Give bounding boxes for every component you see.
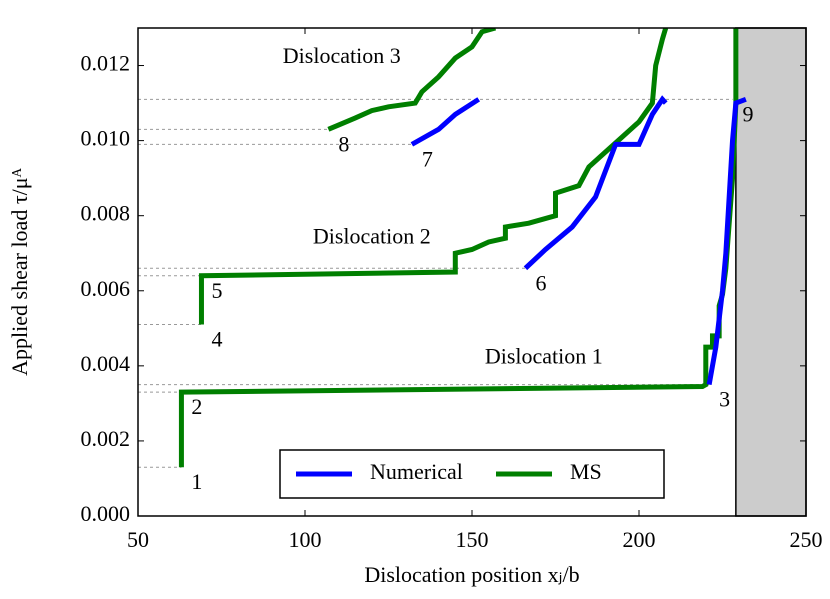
annotation-label: 7 [422,146,433,171]
y-tick-label: 0.004 [81,351,131,376]
annotation-label: 2 [191,394,202,419]
x-tick-label: 250 [790,527,823,552]
y-tick-label: 0.010 [81,126,131,151]
series-line [178,28,739,468]
annotation-label: 9 [743,101,754,126]
x-tick-label: 150 [456,527,489,552]
x-tick-label: 200 [623,527,656,552]
y-tick-label: 0.002 [81,426,131,451]
annotation-label: 4 [211,327,222,352]
series-line [410,95,747,386]
x-axis-title: Dislocation position xⱼ/b [364,562,579,587]
annotation-label: 8 [338,131,349,156]
annotation-text: Dislocation 1 [485,343,603,368]
annotation-label: 6 [535,270,546,295]
annotation-label: 5 [211,278,222,303]
y-tick-label: 0.006 [81,276,131,301]
annotation-label: 1 [191,469,202,494]
y-tick-label: 0.000 [81,501,131,526]
y-tick-label: 0.008 [81,201,131,226]
legend-label: MS [570,459,602,484]
annotation-text: Dislocation 3 [283,43,401,68]
annotation-text: Dislocation 2 [313,223,431,248]
shaded-region [735,27,807,517]
annotation-label: 3 [719,387,730,412]
y-axis-title: Applied shear load τ/μᴬ [7,167,32,375]
legend-label: Numerical [370,459,463,484]
plot-frame [137,27,807,517]
y-tick-label: 0.012 [81,51,131,76]
x-tick-label: 50 [127,527,149,552]
x-tick-label: 100 [289,527,322,552]
